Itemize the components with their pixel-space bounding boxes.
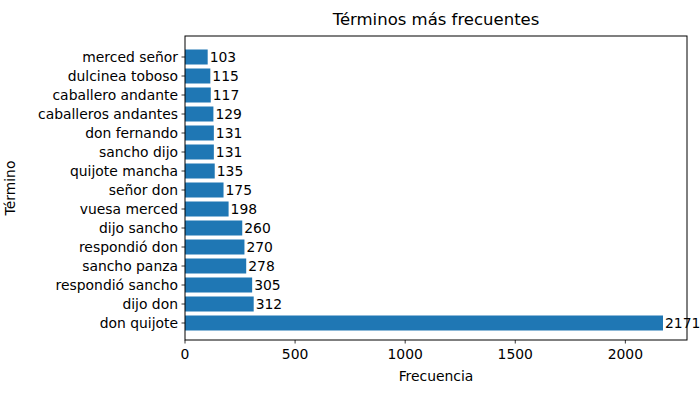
bar (185, 50, 208, 65)
y-tick-label: caballeros andantes (38, 106, 178, 122)
y-tick-label: don fernando (85, 125, 178, 141)
bar (185, 297, 254, 312)
bar (185, 69, 210, 84)
bar-value-label: 312 (256, 296, 283, 312)
bar (185, 278, 252, 293)
bar-value-label: 115 (212, 68, 239, 84)
bar (185, 88, 211, 103)
y-tick-label: merced señor (82, 49, 178, 65)
bar-value-label: 129 (215, 106, 242, 122)
bar-chart-figure: Términos más frecuentes 103merced señor1… (0, 0, 700, 400)
bar-value-label: 198 (231, 201, 258, 217)
bar-value-label: 135 (217, 163, 244, 179)
bar (185, 221, 242, 236)
x-tick-label: 0 (181, 346, 190, 362)
y-tick-label: sancho panza (82, 258, 178, 274)
y-tick-label: caballero andante (52, 87, 178, 103)
chart-canvas: Términos más frecuentes 103merced señor1… (0, 0, 700, 400)
bar-value-label: 175 (226, 182, 253, 198)
y-tick-label: señor don (109, 182, 178, 198)
y-tick-label: vuesa merced (80, 201, 178, 217)
plot-area: 103 merced señor 115 dulcinea toboso 117 caba… (38, 36, 700, 362)
bar-value-label: 305 (254, 277, 281, 293)
y-tick-label: dijo don (122, 296, 178, 312)
bar-value-label: 270 (246, 239, 273, 255)
bar (185, 240, 244, 255)
y-tick-label: respondió sancho (56, 277, 178, 293)
bar-value-label: 131 (216, 144, 243, 160)
bar (185, 164, 215, 179)
x-axis-label: Frecuencia (399, 368, 474, 384)
bar-value-label: 131 (216, 125, 243, 141)
bar-value-label: 260 (244, 220, 271, 236)
bar (185, 202, 229, 217)
bar (185, 259, 246, 274)
bar (185, 145, 214, 160)
bar (185, 183, 224, 198)
y-tick-label: sancho dijo (99, 144, 178, 160)
bar-value-label: 103 (210, 49, 237, 65)
bar (185, 126, 214, 141)
y-axis-label: Término (2, 161, 18, 217)
plot-frame (185, 36, 687, 340)
y-tick-label: quijote mancha (70, 163, 178, 179)
y-tick-label: dulcinea toboso (68, 68, 178, 84)
bar-value-label: 117 (213, 87, 240, 103)
bar (185, 107, 213, 122)
y-tick-label: respondió don (79, 239, 178, 255)
chart-title: Términos más frecuentes (332, 10, 540, 29)
bar-value-label: 278 (248, 258, 275, 274)
x-tick-label: 1000 (387, 346, 422, 362)
x-tick-label: 2000 (608, 346, 643, 362)
bar-value-label: 2171 (665, 315, 700, 331)
y-tick-label: dijo sancho (99, 220, 178, 236)
x-tick-label: 500 (282, 346, 309, 362)
bar (185, 316, 663, 331)
x-tick-label: 1500 (498, 346, 533, 362)
y-tick-label: don quijote (100, 315, 178, 331)
